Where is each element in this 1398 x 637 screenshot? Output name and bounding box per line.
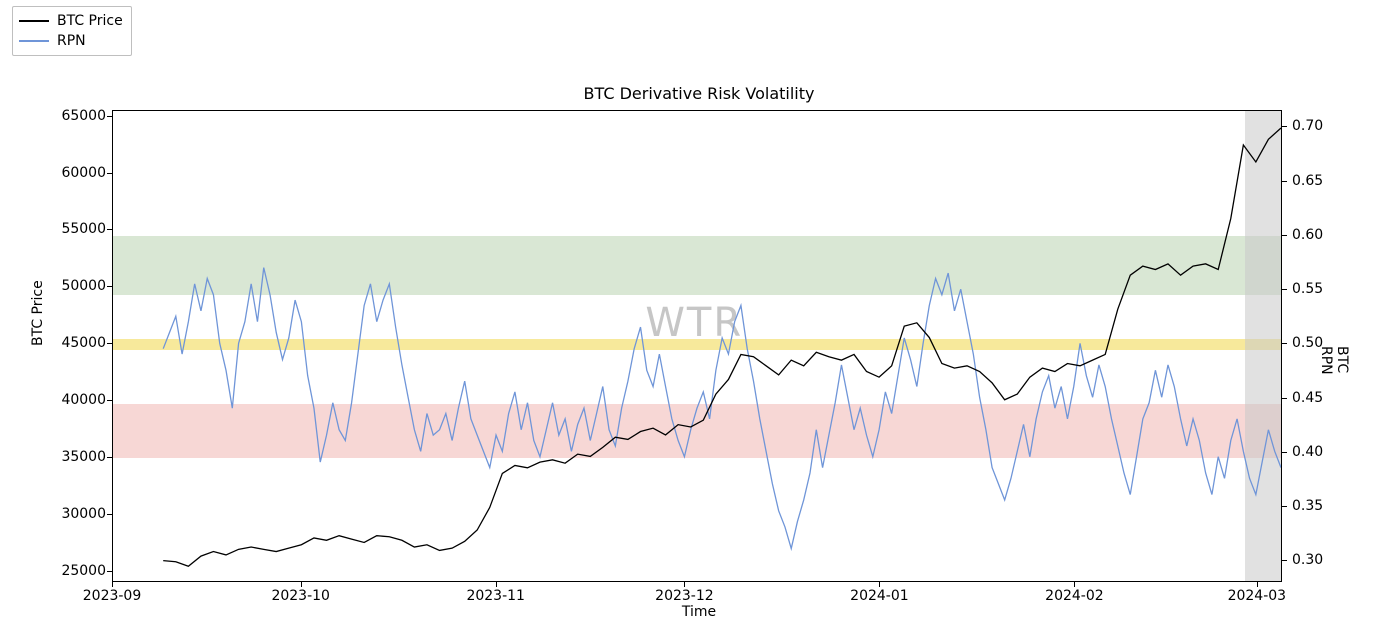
- y-right-tickmark-0.55: [1282, 289, 1287, 290]
- y-left-tickmark-50000: [107, 286, 112, 287]
- y-left-tick-35000: 35000: [46, 449, 106, 465]
- y-left-tick-55000: 55000: [46, 221, 106, 237]
- rpn-line: [163, 268, 1281, 549]
- y-right-tickmark-0.45: [1282, 398, 1287, 399]
- x-tickmark-2024-02: [1074, 582, 1075, 587]
- y-left-tickmark-60000: [107, 173, 112, 174]
- legend-item-btc-price: BTC Price: [19, 11, 123, 31]
- y-right-tickmark-0.7: [1282, 126, 1287, 127]
- legend-swatch-btc: [19, 20, 49, 22]
- y-right-tick-0.6: 0.60: [1292, 227, 1323, 243]
- y-right-tickmark-0.35: [1282, 506, 1287, 507]
- y-right-tick-0.55: 0.55: [1292, 281, 1323, 297]
- y-left-tick-45000: 45000: [46, 335, 106, 351]
- y-left-tickmark-25000: [107, 571, 112, 572]
- y-right-tick-0.3: 0.30: [1292, 552, 1323, 568]
- y-left-tickmark-45000: [107, 343, 112, 344]
- y-left-tickmark-55000: [107, 229, 112, 230]
- y-right-tick-0.65: 0.65: [1292, 173, 1323, 189]
- y-right-tick-0.35: 0.35: [1292, 498, 1323, 514]
- chart-lines: [113, 111, 1281, 581]
- y-right-tickmark-0.4: [1282, 452, 1287, 453]
- x-tickmark-2023-11: [496, 582, 497, 587]
- x-tickmark-2023-09: [112, 582, 113, 587]
- y-right-tickmark-0.6: [1282, 235, 1287, 236]
- y-right-tickmark-0.5: [1282, 343, 1287, 344]
- y-left-tick-50000: 50000: [46, 278, 106, 294]
- legend-label-btc: BTC Price: [57, 13, 123, 29]
- y-left-tickmark-40000: [107, 400, 112, 401]
- y-right-tickmark-0.65: [1282, 181, 1287, 182]
- y-left-tickmark-35000: [107, 457, 112, 458]
- y-right-tick-0.45: 0.45: [1292, 390, 1323, 406]
- x-tick-2023-12: 2023-12: [655, 588, 714, 604]
- x-tick-2023-09: 2023-09: [83, 588, 142, 604]
- y-right-tick-0.7: 0.70: [1292, 118, 1323, 134]
- y-left-tick-60000: 60000: [46, 165, 106, 181]
- btc-price-line: [163, 128, 1281, 566]
- x-tick-2024-01: 2024-01: [850, 588, 909, 604]
- x-tick-2023-10: 2023-10: [271, 588, 330, 604]
- legend: BTC Price RPN: [12, 6, 132, 56]
- y-left-tickmark-65000: [107, 116, 112, 117]
- legend-label-rpn: RPN: [57, 33, 86, 49]
- legend-swatch-rpn: [19, 40, 49, 42]
- y-right-tickmark-0.3: [1282, 560, 1287, 561]
- y-right-tick-0.5: 0.50: [1292, 335, 1323, 351]
- x-tick-2024-03: 2024-03: [1228, 588, 1287, 604]
- plot-area: WTR: [112, 110, 1282, 582]
- x-tickmark-2023-10: [301, 582, 302, 587]
- legend-item-rpn: RPN: [19, 31, 123, 51]
- y-left-tick-65000: 65000: [46, 108, 106, 124]
- y-right-tick-0.4: 0.40: [1292, 444, 1323, 460]
- y-left-tick-25000: 25000: [46, 563, 106, 579]
- x-tick-2023-11: 2023-11: [466, 588, 525, 604]
- x-axis-label: Time: [0, 604, 1398, 620]
- x-tickmark-2024-03: [1257, 582, 1258, 587]
- chart-title: BTC Derivative Risk Volatility: [0, 84, 1398, 103]
- y-right-axis-label: BTC RPN: [1318, 346, 1350, 394]
- x-tick-2024-02: 2024-02: [1045, 588, 1104, 604]
- x-tickmark-2023-12: [684, 582, 685, 587]
- y-left-axis-label: BTC Price: [30, 280, 46, 346]
- y-left-tick-40000: 40000: [46, 392, 106, 408]
- y-left-tickmark-30000: [107, 514, 112, 515]
- x-tickmark-2024-01: [879, 582, 880, 587]
- y-left-tick-30000: 30000: [46, 506, 106, 522]
